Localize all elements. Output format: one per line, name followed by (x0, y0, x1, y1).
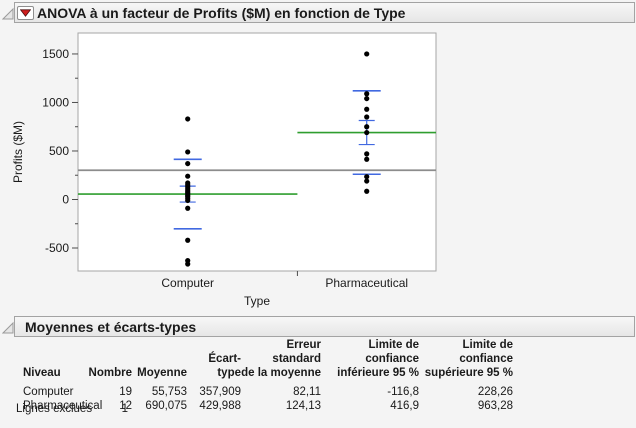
plot-frame (77, 32, 437, 272)
col-header-niveau: Niveau (23, 367, 61, 379)
means-table-header-row: Niveau Nombre Moyenne Écart-type Erreur … (0, 338, 520, 380)
data-point-pharmaceutical[interactable] (364, 51, 370, 57)
data-point-computer[interactable] (185, 237, 191, 243)
red-triangle-menu-button[interactable] (17, 5, 34, 20)
data-point-pharmaceutical[interactable] (364, 151, 370, 157)
collapse-triangle-icon[interactable] (2, 320, 14, 334)
data-point-pharmaceutical[interactable] (364, 188, 370, 194)
y-tick-label: 500 (49, 144, 69, 158)
y-tick-label: -500 (45, 241, 69, 255)
anova-section-title: ANOVA à un facteur de Profits ($M) en fo… (37, 4, 406, 21)
data-point-pharmaceutical[interactable] (364, 95, 370, 102)
x-category-label: Pharmaceutical (325, 276, 408, 290)
collapse-triangle-icon[interactable] (2, 6, 14, 20)
data-point-pharmaceutical[interactable] (364, 114, 370, 120)
means-table: Niveau Nombre Moyenne Écart-type Erreur … (0, 338, 520, 413)
table-row-computer[interactable]: Computer 19 55,753 357,909 82,11 -116,8 … (23, 386, 513, 398)
col-header-ecart-type: Écart-type (208, 353, 241, 379)
table-row-pharmaceutical[interactable]: Pharmaceutical 12 690,075 429,988 124,13… (23, 400, 513, 412)
excluded-rows-note: Lignes exclues 1 (16, 403, 128, 415)
means-section-title: Moyennes et écarts-types (25, 318, 197, 335)
col-header-limite-inferieure: Limite de confiance inférieure 95 % (337, 339, 419, 379)
col-header-nombre: Nombre (88, 367, 132, 379)
y-tick-label: 0 (62, 192, 69, 206)
y-axis-title: Profits ($M) (11, 121, 25, 183)
data-point-pharmaceutical[interactable] (364, 174, 370, 180)
y-tick-label: 1500 (42, 47, 69, 61)
data-point-pharmaceutical[interactable] (364, 91, 370, 97)
x-category-label: Computer (161, 276, 214, 290)
anova-section-header[interactable]: ANOVA à un facteur de Profits ($M) en fo… (14, 2, 635, 23)
data-point-computer[interactable] (185, 160, 191, 167)
data-point-computer[interactable] (185, 197, 191, 204)
col-header-limite-superieure: Limite de confiance supérieure 95 % (424, 339, 513, 379)
data-point-computer[interactable] (185, 173, 191, 179)
excluded-rows-label: Lignes exclues (16, 403, 93, 415)
y-tick-label: 1000 (42, 95, 69, 109)
data-point-pharmaceutical[interactable] (364, 156, 370, 162)
col-header-erreur-standard: Erreur standard de la moyenne (241, 339, 321, 379)
data-point-computer[interactable] (185, 116, 191, 122)
data-point-pharmaceutical[interactable] (364, 129, 370, 136)
data-point-computer[interactable] (185, 261, 191, 267)
data-point-pharmaceutical[interactable] (364, 106, 370, 112)
data-point-computer[interactable] (185, 149, 191, 155)
col-header-moyenne: Moyenne (137, 367, 187, 379)
excluded-rows-value: 1 (121, 403, 128, 415)
x-axis-title: Type (244, 294, 270, 308)
means-section-header[interactable]: Moyennes et écarts-types (14, 316, 635, 337)
data-point-pharmaceutical[interactable] (364, 124, 370, 130)
data-point-pharmaceutical[interactable] (364, 178, 370, 184)
data-point-computer[interactable] (185, 205, 191, 211)
red-triangle-icon (20, 8, 31, 17)
oneway-plot: 1500 1000 500 0 -500 Computer Pharmaceutical Ty… (11, 32, 437, 308)
